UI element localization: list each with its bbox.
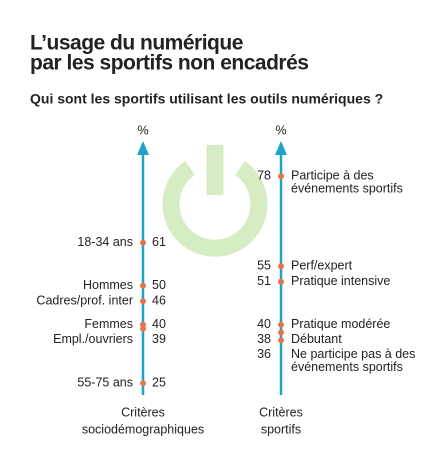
data-point xyxy=(140,325,146,332)
data-point xyxy=(278,321,284,328)
x-axis-label: sociodémographiques xyxy=(82,422,204,436)
category-label: 55-75 ans xyxy=(77,376,133,390)
value-label: 40 xyxy=(257,317,271,331)
category-label: événements sportifs xyxy=(291,182,403,196)
data-point xyxy=(278,337,284,344)
chart-title: par les sportifs non encadrés xyxy=(30,52,308,75)
power-icon xyxy=(162,145,268,257)
value-label: 40 xyxy=(152,317,166,331)
category-label: Perf/expert xyxy=(291,258,353,272)
category-label: Pratique intensive xyxy=(291,274,390,288)
value-label: 36 xyxy=(257,347,271,361)
value-label: 38 xyxy=(257,332,271,346)
value-label: 55 xyxy=(257,258,271,272)
data-point xyxy=(278,278,284,285)
chart-title: L’usage du numérique xyxy=(30,32,243,55)
data-point xyxy=(140,298,146,305)
value-label: 50 xyxy=(152,278,166,292)
axis-arrow xyxy=(275,141,287,155)
category-label: Femmes xyxy=(84,317,133,331)
category-label: Hommes xyxy=(83,278,133,292)
category-label: Pratique modérée xyxy=(291,317,390,331)
category-label: Participe à des xyxy=(291,169,374,183)
data-point xyxy=(140,380,146,387)
value-label: 51 xyxy=(257,274,271,288)
axis-arrow xyxy=(137,141,149,155)
category-label: Empl./ouvriers xyxy=(53,332,133,346)
category-label: Cadres/prof. inter xyxy=(36,294,133,308)
x-axis-label: Critères xyxy=(121,405,165,419)
data-point xyxy=(278,329,284,336)
category-label: Débutant xyxy=(291,332,342,346)
x-axis-label: sportifs xyxy=(261,422,301,436)
value-label: 39 xyxy=(152,332,166,346)
data-point xyxy=(140,282,146,289)
data-point xyxy=(278,173,284,180)
value-label: 78 xyxy=(257,169,271,183)
x-axis-label: Critères xyxy=(259,405,303,419)
category-label: 18-34 ans xyxy=(77,235,133,249)
data-point xyxy=(140,239,146,246)
axis-label: % xyxy=(137,123,148,137)
chart-subtitle: Qui sont les sportifs utilisant les outi… xyxy=(30,91,383,107)
category-label: événements sportifs xyxy=(291,360,403,374)
value-label: 61 xyxy=(152,235,166,249)
axis-label: % xyxy=(275,123,286,137)
category-label: Ne participe pas à des xyxy=(291,347,415,361)
value-label: 46 xyxy=(152,294,166,308)
value-label: 25 xyxy=(152,376,166,390)
data-point xyxy=(278,263,284,270)
